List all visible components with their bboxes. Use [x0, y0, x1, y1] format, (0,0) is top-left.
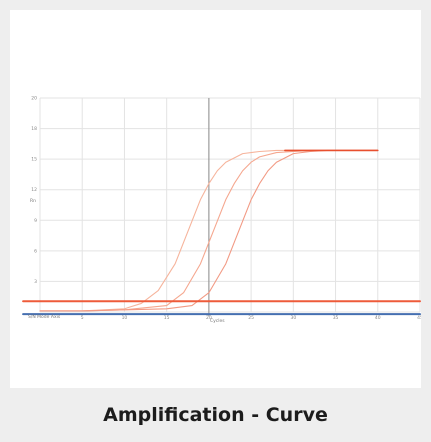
series-line-1	[39, 149, 379, 312]
y-tick-label: 3	[34, 279, 37, 285]
corner-axis-label: S/N Mode Axis	[28, 314, 61, 320]
x-tick-label: 5	[81, 315, 84, 321]
chart-panel: 5 10 15 20 25 30 35 40 45 3 6 9 12 15 18 20 Rn Cycles S…	[10, 10, 421, 388]
x-axis-label: Cycles	[210, 318, 225, 324]
y-tick-label: 9	[34, 218, 37, 224]
series-line-2	[39, 149, 379, 312]
x-tick-label: 30	[290, 315, 296, 321]
chart-caption: Amplification - Curve	[103, 404, 328, 426]
x-tick-label: 10	[122, 315, 128, 321]
amplification-chart: 5 10 15 20 25 30 35 40 45 3 6 9 12 15 18 20 Rn Cycles S…	[22, 96, 421, 324]
x-tick-label: 25	[248, 315, 254, 321]
x-tick-label: 35	[333, 315, 339, 321]
grid-layer	[39, 97, 421, 316]
y-tick-label: 6	[34, 248, 37, 254]
x-tick-label: 45	[417, 315, 421, 321]
x-tick-label: 40	[375, 315, 381, 321]
y-tick-label: 18	[31, 126, 37, 132]
y-tick-label: 12	[31, 187, 37, 193]
tick-layer: 5 10 15 20 25 30 35 40 45 3 6 9 12 15 18 20	[31, 96, 421, 322]
y-axis-label: Rn	[30, 198, 36, 204]
series-line-3	[39, 149, 379, 312]
y-tick-label: 15	[31, 157, 37, 163]
x-tick-label: 20	[206, 315, 212, 321]
x-tick-label: 15	[164, 315, 170, 321]
y-tick-label: 20	[31, 96, 37, 102]
series-layer	[22, 149, 421, 316]
